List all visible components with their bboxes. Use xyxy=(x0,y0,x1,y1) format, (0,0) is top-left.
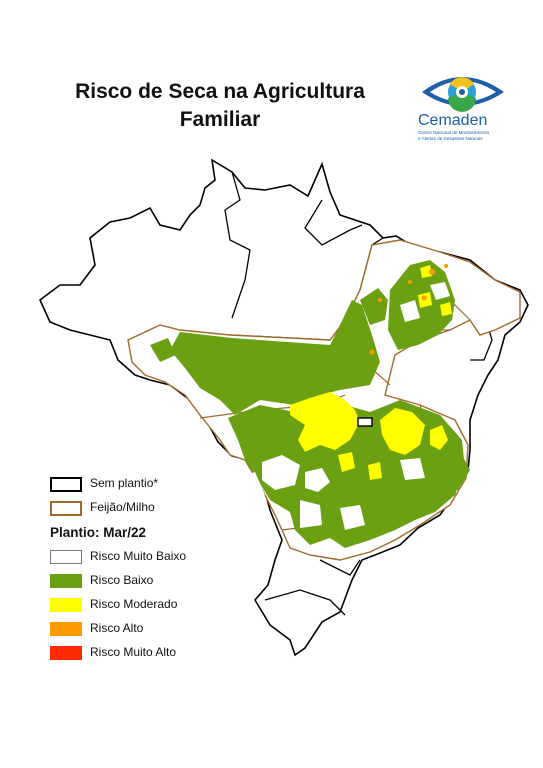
legend-label: Sem plantio* xyxy=(90,476,159,490)
map-title-line1: Risco de Seca na Agricultura xyxy=(75,80,365,103)
legend-label: Risco Alto xyxy=(90,621,144,635)
legend-swatch-feijao-milho xyxy=(50,501,82,516)
legend-swatch-risco-baixo xyxy=(50,574,82,588)
logo-name: Cemaden xyxy=(418,112,488,129)
legend-swatch-risco-muito-alto xyxy=(50,646,82,660)
legend-swatch-risco-muito-baixo xyxy=(50,550,82,564)
high-risk-areas xyxy=(369,264,448,355)
legend-label: Feijão/Milho xyxy=(90,500,155,514)
legend-swatch-risco-moderado xyxy=(50,598,82,612)
cemaden-eye-logo-icon xyxy=(422,77,504,112)
logo-subtitle-line1: Centro Nacional de Monitoramento xyxy=(418,130,490,135)
map-title-line2: Familiar xyxy=(179,108,261,131)
legend-label: Risco Moderado xyxy=(90,597,178,611)
moderate-risk-areas xyxy=(290,265,452,480)
federal-district-box xyxy=(357,417,373,427)
legend-swatch-risco-alto xyxy=(50,622,82,636)
map-title: Risco de Seca na Agricultura Familiar xyxy=(40,78,400,134)
very-low-risk-patches xyxy=(232,282,450,530)
legend-label: Risco Baixo xyxy=(90,573,154,587)
legend-label: Risco Muito Alto xyxy=(90,645,177,659)
legend-label: Risco Muito Baixo xyxy=(90,549,187,563)
logo-subtitle-line2: e Alertas de Desastres Naturais xyxy=(418,136,483,141)
legend-heading: Plantio: Mar/22 xyxy=(50,525,147,540)
logo-subtitle: Centro Nacional de Monitoramento e Alert… xyxy=(418,130,518,142)
legend-swatch-sem-plantio xyxy=(50,477,82,492)
